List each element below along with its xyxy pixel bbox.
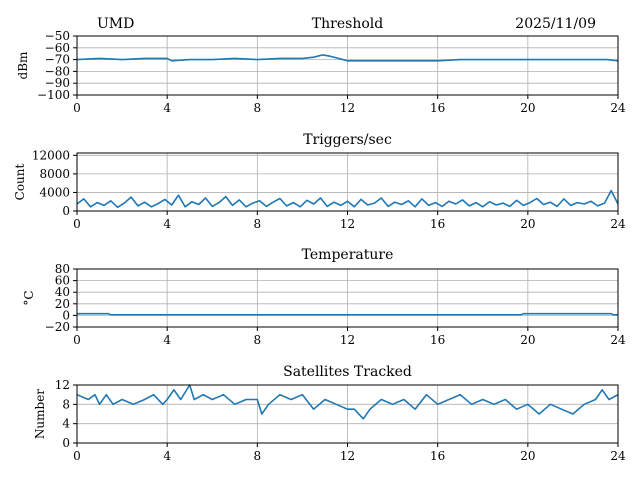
y-tick-label: −20 (45, 320, 70, 334)
x-tick-label: 4 (163, 333, 171, 347)
panel-title: Triggers/sec (303, 132, 392, 148)
x-tick-label: 12 (340, 333, 355, 347)
series-line (76, 384, 619, 420)
series-line (77, 312, 618, 316)
y-axis-label: Number (33, 389, 47, 439)
station-label: UMD (97, 16, 134, 32)
y-tick-label: 12000 (32, 148, 70, 162)
x-tick-label: 24 (610, 217, 626, 231)
y-tick-label: −50 (45, 29, 70, 43)
x-tick-label: 4 (163, 449, 171, 463)
x-tick-label: 20 (520, 217, 535, 231)
y-tick-label: −80 (45, 64, 70, 78)
y-tick-label: 12 (55, 378, 70, 392)
x-tick-label: 8 (254, 449, 262, 463)
y-tick-label: 80 (55, 262, 70, 276)
x-tick-label: 20 (520, 101, 535, 115)
x-tick-label: 16 (430, 101, 445, 115)
x-tick-label: 4 (163, 217, 171, 231)
y-tick-label: −100 (37, 88, 70, 102)
panel-title: Satellites Tracked (283, 364, 412, 380)
y-tick-label: 60 (55, 274, 70, 288)
x-tick-label: 0 (73, 449, 81, 463)
panel-satellites: 0 4 8 12 16 20 24 0 4 8 12 Satellites Tracked Number (33, 364, 626, 463)
date-label: 2025/11/09 (515, 16, 596, 32)
x-tick-label: 0 (73, 217, 81, 231)
x-tick-label: 20 (520, 333, 535, 347)
panel-threshold: 0 4 8 12 16 20 24 −50−60−70−80−90−100 Threshold d… (16, 16, 626, 115)
y-tick-label: −90 (45, 76, 70, 90)
x-tick-label: 4 (163, 101, 171, 115)
x-tick-label: 8 (254, 333, 262, 347)
y-tick-label: 4 (62, 417, 70, 431)
x-tick-label: 8 (254, 101, 262, 115)
x-tick-label: 12 (340, 449, 355, 463)
y-tick-label: −60 (45, 41, 70, 55)
x-tick-label: 16 (430, 333, 445, 347)
y-tick-label: 20 (55, 297, 70, 311)
x-tick-label: 24 (610, 449, 626, 463)
series-line (76, 54, 619, 62)
y-tick-label: 8 (62, 397, 70, 411)
y-axis-label: dBm (16, 51, 30, 80)
x-tick-label: 20 (520, 449, 535, 463)
x-tick-label: 16 (430, 217, 445, 231)
x-tick-label: 0 (73, 101, 81, 115)
y-tick-label: 0 (62, 436, 70, 450)
panel-triggers: 0 4 8 12 16 20 24 0 4000 8000 12000 Triggers/sec Cou… (13, 132, 626, 231)
x-tick-label: 8 (254, 217, 262, 231)
x-tick-label: 16 (430, 449, 445, 463)
x-tick-label: 0 (73, 333, 81, 347)
y-tick-label: 4000 (39, 185, 70, 199)
y-tick-label: −70 (45, 53, 70, 67)
y-tick-label: 40 (55, 285, 70, 299)
y-tick-label: 0 (62, 204, 70, 218)
series-line (76, 189, 619, 209)
x-tick-label: 12 (340, 217, 355, 231)
y-axis-label: °C (22, 290, 36, 305)
x-tick-label: 24 (610, 333, 626, 347)
panel-title: Threshold (312, 16, 383, 32)
x-tick-label: 12 (340, 101, 355, 115)
x-tick-label: 24 (610, 101, 626, 115)
y-tick-label: 0 (62, 308, 70, 322)
y-axis-label: Count (13, 163, 27, 200)
panel-title: Temperature (302, 247, 394, 263)
y-tick-label: 8000 (39, 167, 70, 181)
